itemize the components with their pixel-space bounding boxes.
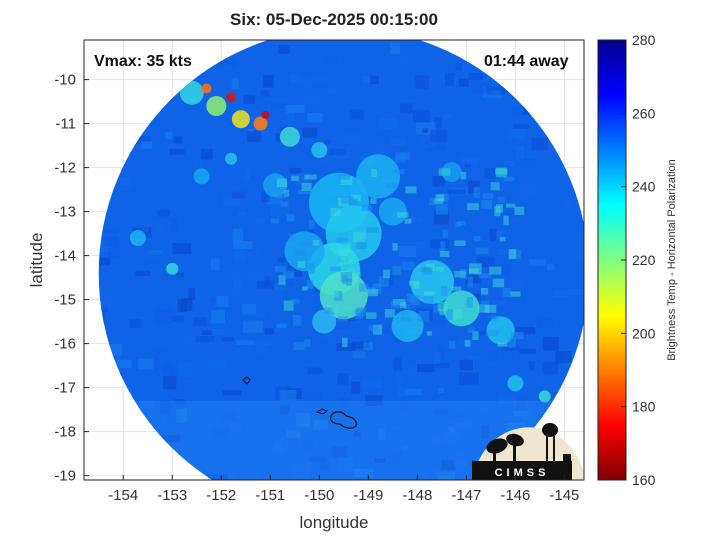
y-tick-label: -16 xyxy=(54,336,76,353)
y-tick-label: -12 xyxy=(54,160,76,177)
x-tick-label: -146 xyxy=(500,487,530,504)
x-tick-label: -154 xyxy=(108,487,138,504)
y-axis-label: latitude xyxy=(27,233,46,288)
y-tick-label: -14 xyxy=(54,248,76,265)
x-tick-label: -151 xyxy=(255,487,285,504)
island-outlines xyxy=(242,376,357,429)
y-tick-label: -15 xyxy=(54,292,76,309)
axes-frame xyxy=(83,39,585,481)
y-axis-ticks: -10 -11 -12 -13 -14 -15 -16 -17 -18 -19 xyxy=(54,72,89,485)
colorbar-ticks: 280 260 240 220 200 180 160 xyxy=(621,32,656,488)
y-tick-label: -18 xyxy=(54,424,76,441)
y-tick-label: -11 xyxy=(55,116,76,133)
colorbar-label: Brightness Temp - Horizontal Polarizatio… xyxy=(666,159,678,361)
x-tick-label: -152 xyxy=(206,487,236,504)
colorbar-tick-label: 240 xyxy=(632,179,656,195)
logo-text: CIMSS xyxy=(495,467,550,479)
x-axis-ticks: -154 -153 -152 -151 -150 -149 -148 -147 -146 -145 xyxy=(108,475,579,504)
x-tick-label: -153 xyxy=(157,487,187,504)
map-title: Six: 05-Dec-2025 00:15:00 xyxy=(230,10,438,29)
x-tick-label: -148 xyxy=(402,487,432,504)
colorbar-tick-label: 280 xyxy=(632,32,656,48)
x-axis-label: longitude xyxy=(299,513,368,532)
cimss-logo: CIMSS xyxy=(472,423,584,480)
colorbar-tick-label: 200 xyxy=(632,325,656,341)
colorbar-tick-label: 180 xyxy=(632,399,656,415)
x-tick-label: -149 xyxy=(353,487,383,504)
y-tick-label: -17 xyxy=(54,380,76,397)
y-tick-label: -13 xyxy=(54,204,76,221)
colorbar-tick-label: 160 xyxy=(632,472,656,488)
colorbar-tick-label: 260 xyxy=(632,105,656,121)
colorbar-tick-label: 220 xyxy=(632,252,656,268)
y-tick-label: -10 xyxy=(54,72,76,89)
y-tick-label: -19 xyxy=(54,468,76,485)
vmax-annotation: Vmax: 35 kts xyxy=(94,53,192,70)
x-tick-label: -145 xyxy=(549,487,579,504)
x-tick-label: -147 xyxy=(451,487,481,504)
time-away-annotation: 01:44 away xyxy=(484,53,569,70)
x-tick-label: -150 xyxy=(304,487,334,504)
